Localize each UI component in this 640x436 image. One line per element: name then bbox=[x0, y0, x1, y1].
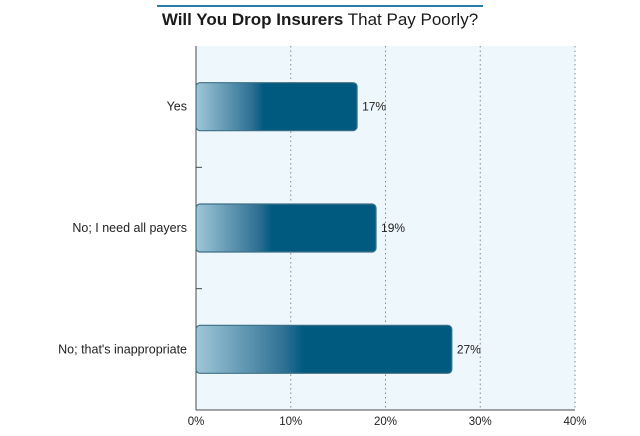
data-label: 17% bbox=[362, 100, 386, 114]
bar bbox=[195, 82, 358, 132]
title-rule bbox=[157, 5, 483, 7]
data-label: 27% bbox=[457, 342, 481, 356]
chart-title-bold: Will You Drop Insurers bbox=[161, 10, 344, 29]
x-tick-label: 10% bbox=[279, 416, 302, 428]
data-label: 19% bbox=[381, 221, 405, 235]
x-tick-label: 0% bbox=[188, 416, 205, 428]
bar bbox=[195, 324, 453, 374]
x-tick-label: 20% bbox=[374, 416, 397, 428]
category-label: No; that's inappropriate bbox=[58, 342, 187, 356]
category-label: Yes bbox=[167, 100, 187, 114]
chart-title-rest: That Pay Poorly? bbox=[343, 10, 479, 29]
x-tick-label: 30% bbox=[469, 416, 492, 428]
bar bbox=[195, 203, 377, 253]
category-label: No; I need all payers bbox=[72, 221, 187, 235]
chart-header: Will You Drop Insurers That Pay Poorly? bbox=[0, 0, 640, 40]
x-tick-label: 40% bbox=[563, 416, 586, 428]
chart-title: Will You Drop Insurers That Pay Poorly? bbox=[157, 6, 483, 36]
